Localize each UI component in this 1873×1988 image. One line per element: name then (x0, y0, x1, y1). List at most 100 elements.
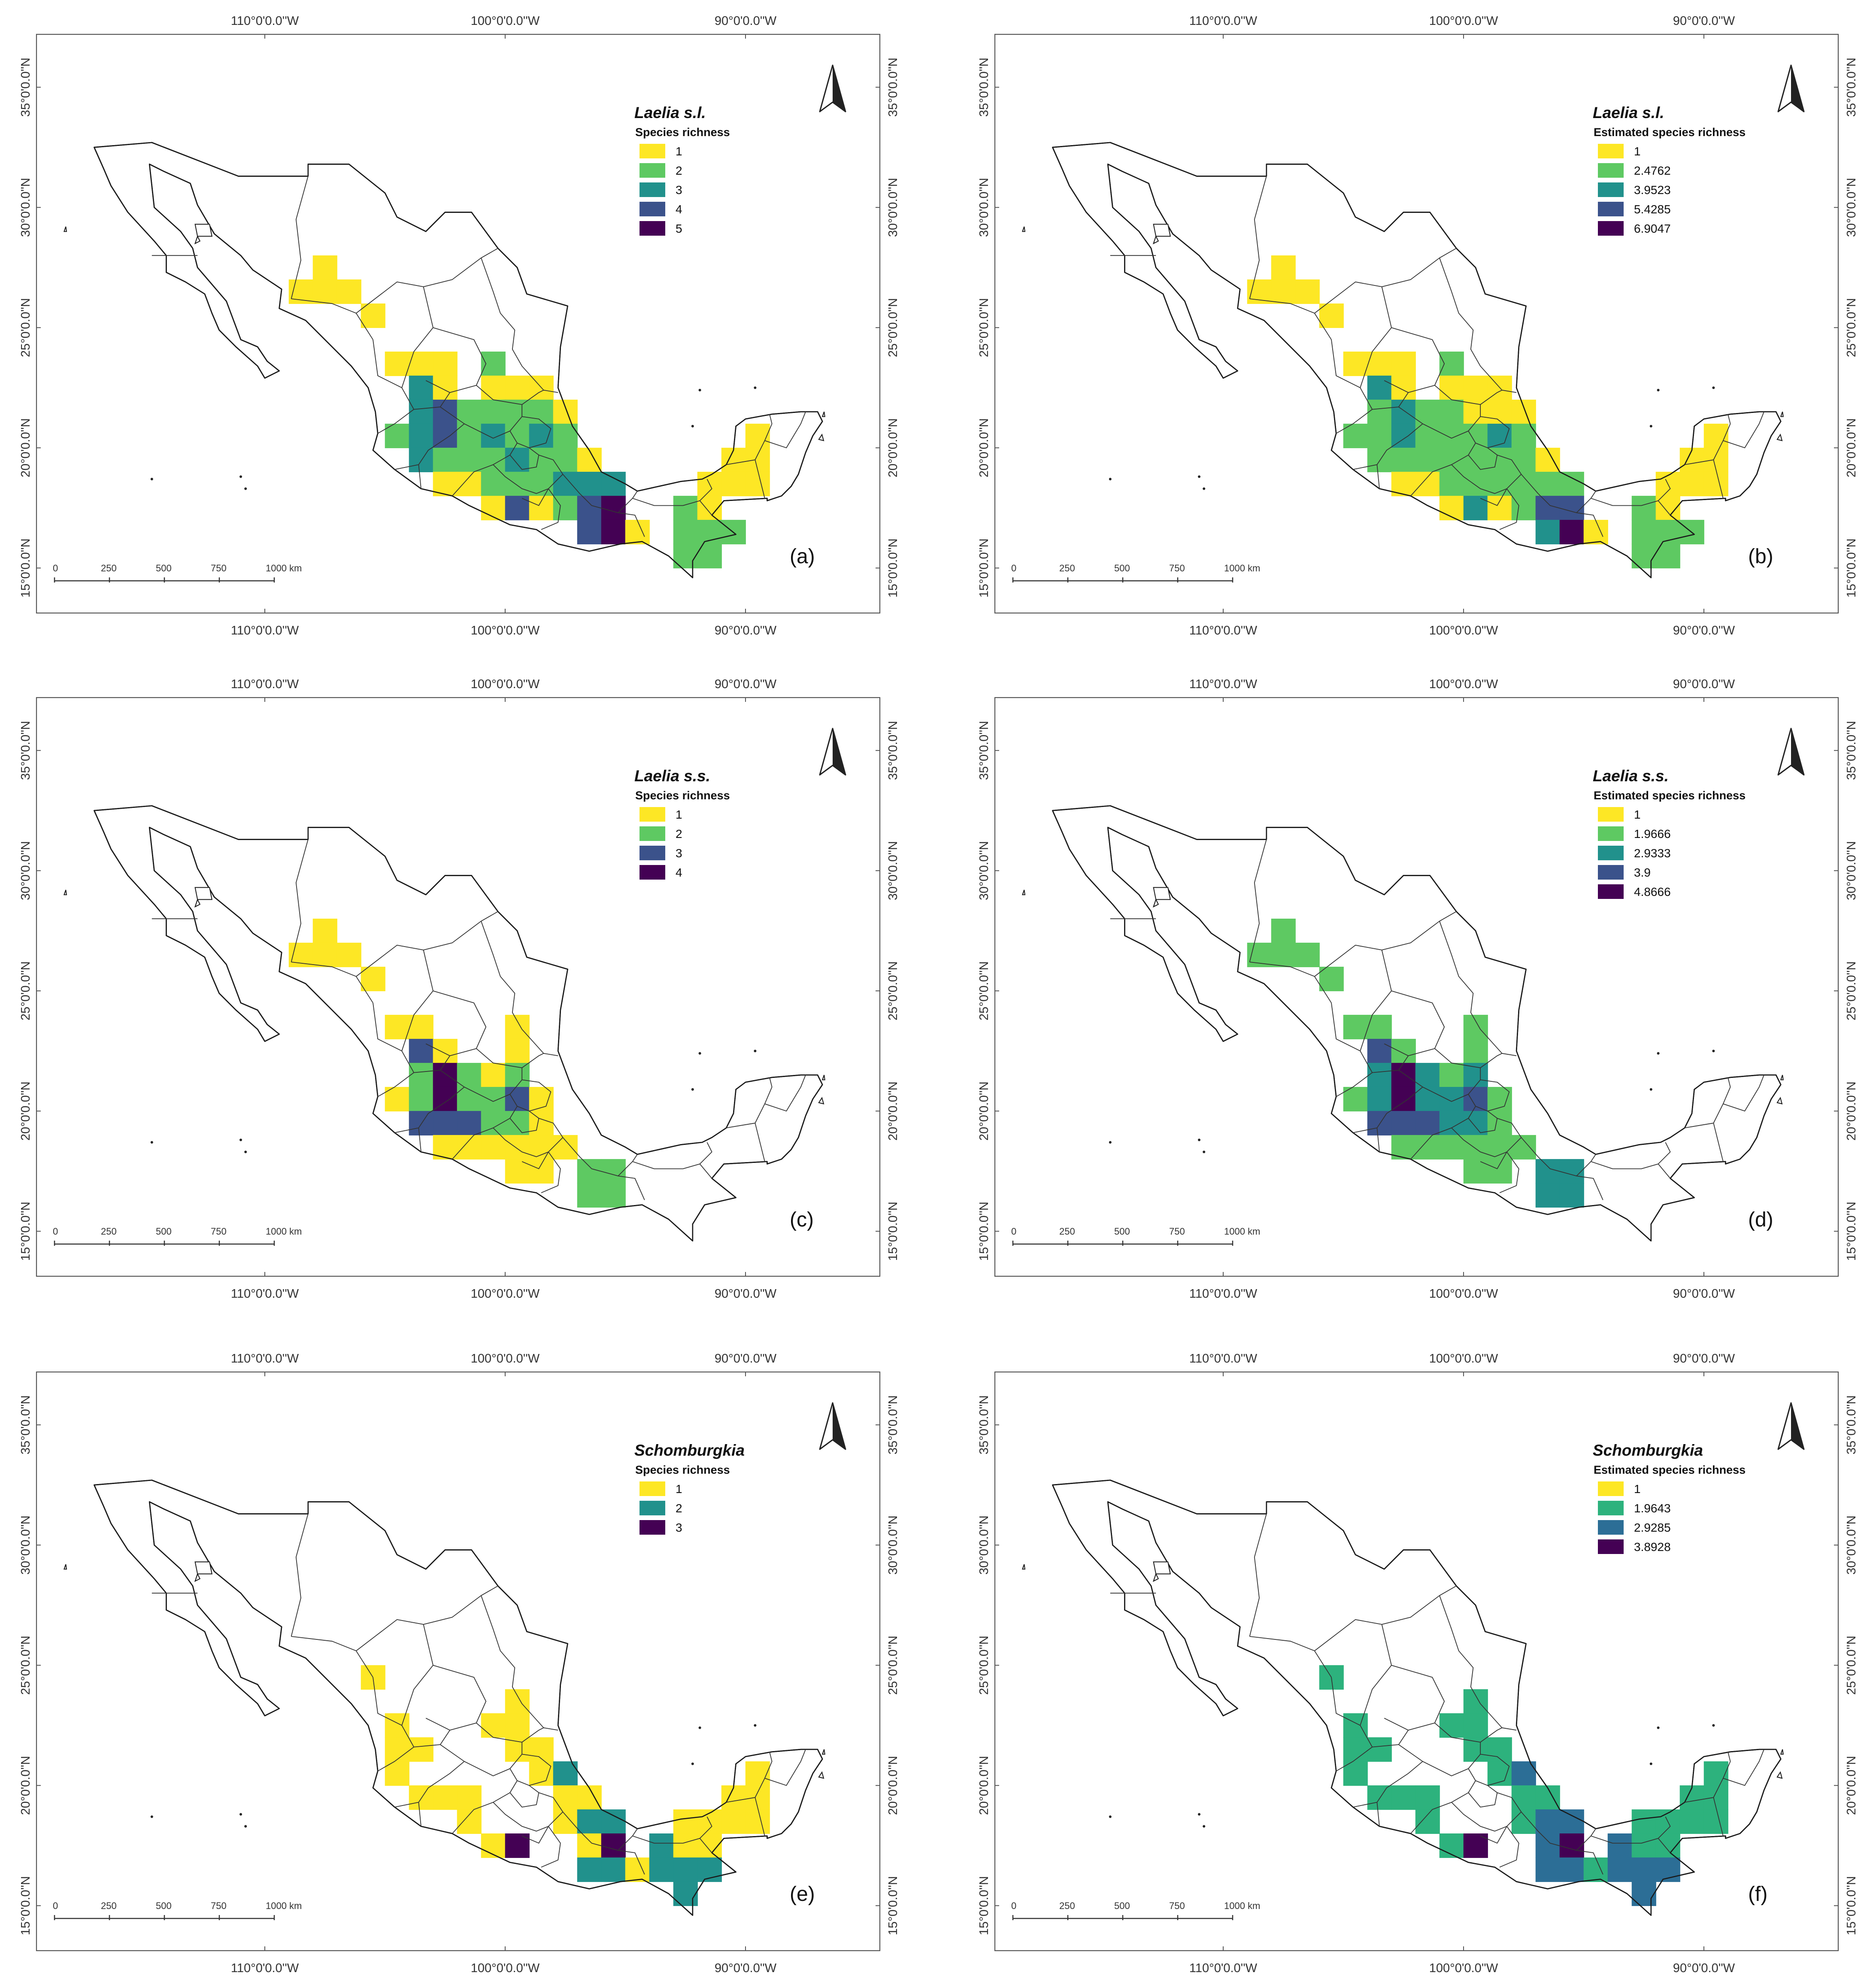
grid-cell (1415, 447, 1440, 473)
grid-cell (1487, 1159, 1512, 1184)
grid-cell (409, 399, 433, 425)
grid-cell (1463, 1111, 1488, 1136)
latitude-label-left: 35°0'0.0''N (977, 721, 991, 780)
latitude-label-left: 35°0'0.0''N (19, 721, 33, 780)
legend-swatch (1598, 221, 1624, 236)
latitude-label-left: 20°0'0.0''N (19, 1081, 33, 1141)
grid-cell (673, 519, 698, 545)
grid-cell (1511, 495, 1536, 521)
latitude-label-left: 15°0'0.0''N (977, 1202, 991, 1261)
longitude-label-bottom: 90°0'0.0''W (1673, 624, 1735, 637)
grid-cell (745, 447, 770, 473)
grid-cell (577, 1833, 602, 1858)
grid-cell (577, 471, 602, 497)
grid-cell (385, 1737, 409, 1762)
longitude-label-top: 100°0'0.0''W (471, 1352, 540, 1366)
grid-cell (601, 1809, 626, 1834)
grid-cell (505, 1038, 530, 1064)
latitude-label-right: 30°0'0.0''N (886, 178, 900, 237)
legend-value: 2.9333 (1634, 847, 1671, 860)
longitude-label-top: 110°0'0.0''W (1189, 14, 1258, 28)
grid-cell (577, 447, 602, 473)
legend-value: 1.9643 (1634, 1502, 1671, 1515)
panel-label: (e) (790, 1883, 815, 1906)
latitude-label-right: 35°0'0.0''N (886, 721, 900, 780)
longitude-label-bottom: 100°0'0.0''W (1429, 1961, 1498, 1975)
legend-taxon-title: Laelia s.s. (1593, 767, 1669, 785)
scale-bar-tick-label: 0 (1011, 563, 1016, 574)
legend-subtitle: Species richness (635, 789, 730, 802)
grid-cell (1391, 1038, 1416, 1064)
scale-bar: 0 250 500 750 1000 km (53, 1226, 302, 1246)
latitude-label-left: 15°0'0.0''N (19, 1876, 33, 1935)
latitude-label-right: 30°0'0.0''N (886, 1515, 900, 1575)
grid-cell (457, 1135, 482, 1160)
grid-cell (625, 519, 650, 545)
map-panel-c: 110°0'0.0''W 110°0'0.0''W 100°0'0.0''W 100°… (19, 677, 900, 1301)
scale-bar-tick-label: 0 (53, 563, 58, 574)
grid-cell (553, 1809, 578, 1834)
grid-cell (1319, 303, 1344, 328)
grid-cell (385, 1014, 409, 1040)
north-arrow-icon (1777, 1402, 1805, 1450)
longitude-label-top: 100°0'0.0''W (1429, 677, 1498, 691)
legend-swatch (639, 1481, 665, 1496)
latitude-label-left: 20°0'0.0''N (977, 1756, 991, 1815)
legend-swatch (639, 182, 665, 197)
longitude-label-bottom: 110°0'0.0''W (231, 1287, 299, 1301)
latitude-label-right: 25°0'0.0''N (886, 1636, 900, 1695)
grid-cell (336, 279, 361, 304)
grid-cell (1367, 423, 1392, 449)
longitude-label-bottom: 100°0'0.0''W (471, 624, 540, 637)
grid-cell (505, 423, 530, 449)
legend-value: 6.9047 (1634, 222, 1671, 235)
latitude-label-left: 15°0'0.0''N (977, 1876, 991, 1935)
legend-swatch (1598, 807, 1624, 822)
grid-cell (1703, 1809, 1728, 1834)
grid-cell (1439, 1833, 1464, 1858)
legend-swatch (639, 144, 665, 158)
longitude-label-bottom: 110°0'0.0''W (1189, 624, 1258, 637)
grid-cell (1559, 519, 1584, 545)
grid-cell (481, 495, 506, 521)
grid-cell (1391, 1111, 1416, 1136)
latitude-label-left: 35°0'0.0''N (977, 1395, 991, 1454)
legend-taxon-title: Laelia s.s. (634, 767, 710, 785)
grid-cell (1415, 471, 1440, 497)
grid-cell (481, 1062, 506, 1088)
longitude-label-top: 90°0'0.0''W (715, 14, 777, 28)
latitude-label-left: 30°0'0.0''N (977, 1515, 991, 1575)
grid-cell (1415, 1062, 1440, 1088)
legend-swatch (639, 221, 665, 236)
longitude-label-bottom: 90°0'0.0''W (1673, 1287, 1735, 1301)
scale-bar-tick-label: 750 (211, 563, 227, 574)
latitude-label-right: 25°0'0.0''N (1845, 1636, 1858, 1695)
panel-label: (b) (1748, 545, 1773, 568)
grid-cell (1391, 1785, 1416, 1810)
scale-bar-tick-label: 500 (156, 1226, 172, 1237)
latitude-label-left: 15°0'0.0''N (19, 538, 33, 598)
grid-cell (529, 471, 554, 497)
grid-cell (481, 1087, 506, 1112)
grid-cell (481, 351, 506, 376)
grid-cell (1631, 1857, 1656, 1882)
latitude-label-right: 15°0'0.0''N (886, 1876, 900, 1935)
scale-bar-tick-label: 750 (1169, 563, 1185, 574)
grid-cell (1319, 966, 1344, 992)
grid-cell (409, 1785, 433, 1810)
legend-subtitle: Estimated species richness (1594, 1463, 1746, 1476)
scale-bar-tick-label: 500 (1114, 1900, 1130, 1911)
north-arrow-icon (819, 64, 846, 112)
legend-value: 4 (676, 203, 682, 216)
latitude-label-right: 20°0'0.0''N (1845, 418, 1858, 477)
grid-cell (312, 255, 337, 280)
longitude-label-top: 90°0'0.0''W (715, 677, 777, 691)
grid-cell (1607, 1857, 1632, 1882)
latitude-label-right: 20°0'0.0''N (886, 418, 900, 477)
grid-cell (433, 1111, 458, 1136)
grid-cell (577, 1159, 602, 1184)
grid-cell (745, 1761, 770, 1786)
grid-cell (312, 279, 337, 304)
scale-bar-tick-label: 1000 km (1224, 1900, 1260, 1911)
latitude-label-left: 25°0'0.0''N (977, 298, 991, 357)
